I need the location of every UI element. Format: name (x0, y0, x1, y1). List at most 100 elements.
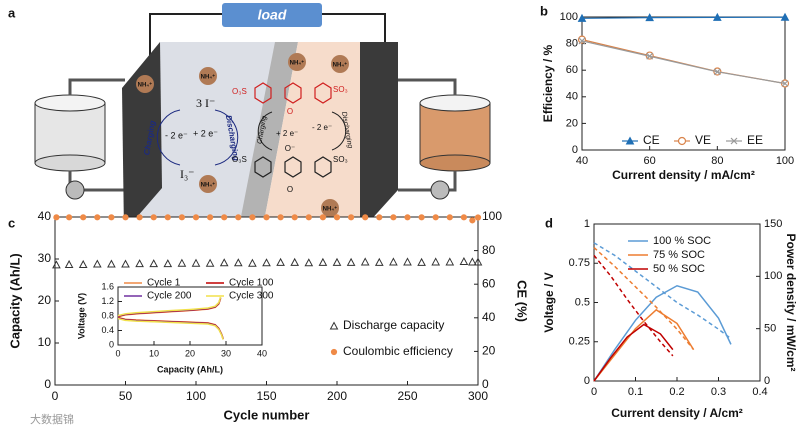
data-point (277, 214, 284, 221)
x-tick-label: 200 (327, 389, 347, 403)
data-point (136, 214, 143, 221)
data-point (431, 257, 441, 266)
x-tick-label: 30 (221, 348, 231, 358)
reaction-arrow (156, 109, 239, 166)
data-point (52, 260, 61, 269)
power-line (593, 323, 674, 382)
data-point (291, 214, 298, 221)
x-tick-label: 20 (185, 348, 195, 358)
legend-label: CE (643, 133, 660, 147)
y2-tick-label: 150 (764, 218, 782, 230)
negolyte-chamber (124, 42, 285, 232)
electron: - 2 e⁻ (312, 123, 332, 132)
y2-tick-label: 80 (482, 243, 496, 257)
data-point (150, 214, 157, 221)
legend-label: VE (695, 133, 711, 147)
y-tick-label: 0.25 (569, 336, 590, 348)
tank-bottom (419, 154, 491, 172)
x-tick-label: 0 (591, 386, 597, 398)
y2-tick-label: 0 (764, 375, 770, 387)
data-point (233, 258, 243, 267)
electron: + 2 e⁻ (193, 128, 218, 138)
data-point (248, 258, 257, 267)
species: 3 I⁻ (196, 96, 215, 110)
x-axis-label: Current density / A/cm² (611, 406, 743, 420)
y-tick-label: 40 (38, 209, 52, 223)
y-tick-label: 0.4 (101, 325, 114, 335)
data-point (403, 257, 412, 266)
legend-label: Discharge capacity (343, 318, 444, 332)
y2-tick-label: 20 (482, 344, 496, 358)
ion-label: NH₄⁺ (323, 206, 338, 213)
data-point (389, 257, 398, 266)
ion-label: NH₄⁺ (201, 74, 216, 81)
data-point (191, 258, 201, 267)
y-tick-label: 100 (560, 11, 578, 23)
data-point (460, 214, 467, 221)
tank (34, 102, 106, 164)
data-point (376, 214, 383, 221)
y2-tick-label: 100 (764, 270, 782, 282)
series-line (581, 16, 786, 19)
electron: - 2 e⁻ (165, 130, 188, 140)
data-point (348, 214, 355, 221)
data-point (318, 257, 328, 266)
x-tick-label: 300 (468, 389, 488, 403)
series-line (593, 254, 674, 357)
data-point (178, 214, 185, 221)
y-tick-label: 0 (44, 377, 51, 391)
data-point (149, 259, 159, 268)
data-point (121, 259, 130, 268)
ion-label: NH₄⁺ (290, 60, 305, 67)
data-point (360, 257, 370, 266)
legend-label: Cycle 1 (147, 278, 181, 289)
data-point (107, 259, 116, 268)
data-point (390, 214, 397, 221)
data-point (469, 217, 476, 224)
y-tick-label: 0 (109, 339, 114, 349)
group: SO₃ (333, 85, 348, 94)
data-point (135, 259, 144, 268)
legend-label: EE (747, 133, 763, 147)
y-tick-label: 1.2 (101, 296, 114, 306)
x-tick-label: 0.1 (628, 386, 643, 398)
data-point (192, 214, 200, 221)
ion-label: NH₄⁺ (333, 62, 348, 69)
legend-marker (730, 137, 738, 145)
data-point (205, 258, 215, 267)
data-point (445, 257, 455, 266)
data-point (263, 214, 270, 221)
data-point (122, 214, 129, 221)
data-point (92, 259, 102, 268)
x-tick-label: 250 (397, 389, 417, 403)
data-point (64, 259, 74, 268)
x-axis-label: Capacity (Ah/L) (157, 364, 223, 374)
plot-frame (581, 16, 786, 151)
data-point (645, 13, 655, 22)
panel-label: b (540, 3, 548, 18)
y2-tick-label: 0 (482, 377, 489, 391)
x-tick-label: 60 (644, 155, 656, 167)
data-point (459, 256, 469, 266)
x-tick-label: 100 (776, 155, 794, 167)
load-box (222, 3, 322, 27)
data-point (164, 214, 171, 221)
y-tick-label: 40 (566, 91, 578, 103)
electron: + 2 e⁻ (276, 129, 298, 138)
x-tick-label: 10 (149, 348, 159, 358)
panel-label: c (8, 215, 15, 230)
tank-bottom (34, 154, 106, 172)
data-point (319, 214, 326, 221)
series-line (117, 296, 224, 340)
data-point (374, 257, 384, 266)
x-tick-label: 0.2 (669, 386, 684, 398)
group: O⁻ (285, 144, 295, 153)
y-tick-label: 0.8 (101, 310, 114, 320)
legend-label: 100 % SOC (653, 235, 711, 247)
y2-axis-label: Power density / mW/cm² (784, 233, 798, 371)
data-point (262, 258, 271, 267)
data-point (53, 214, 60, 221)
data-point (713, 68, 721, 76)
data-point (163, 259, 173, 268)
